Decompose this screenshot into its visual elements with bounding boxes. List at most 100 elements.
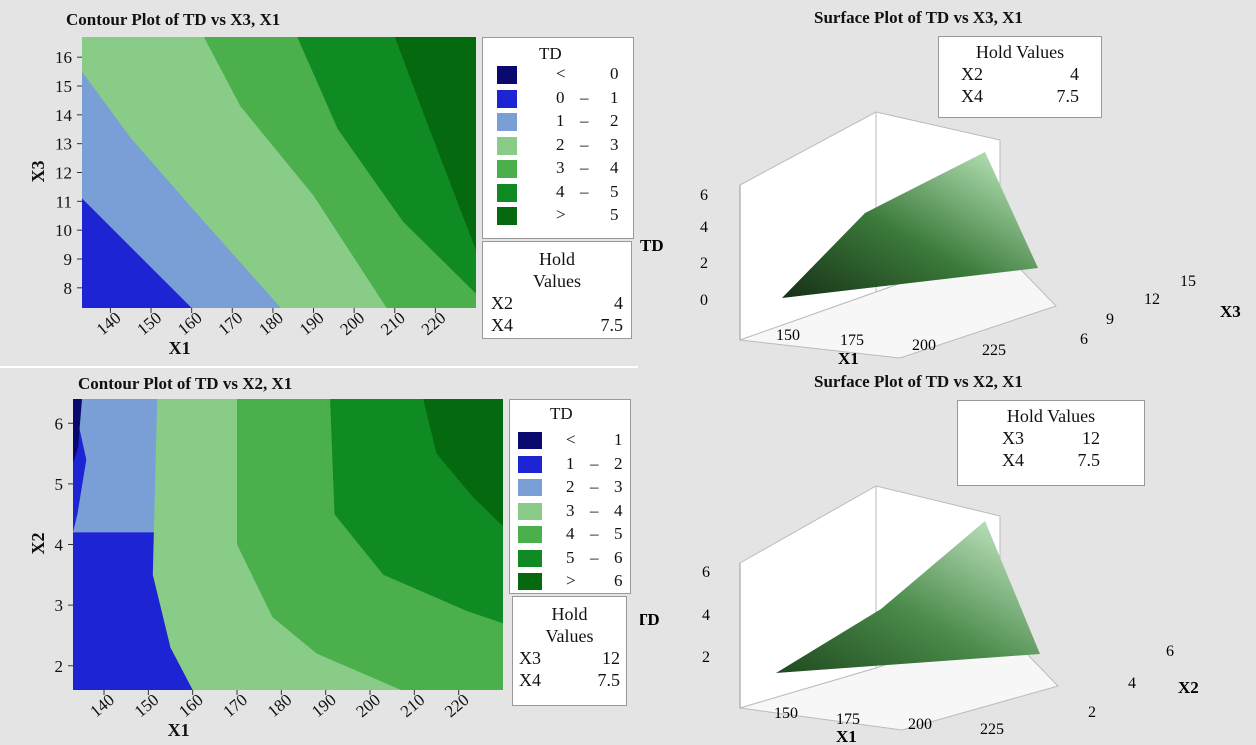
hold-val: 7.5 [597,670,621,690]
contour-band-level-5 [394,37,476,251]
z-tick: 6 [702,564,710,581]
y-tick-label: 8 [64,279,73,298]
legend-label: 1 [614,430,623,449]
y-axis-label: X2 [28,533,48,555]
x-tick-label: 170 [215,308,247,339]
hold-var: X2 [491,293,513,313]
y-tick-label: 10 [55,221,72,240]
legend-label: 1 [556,111,565,130]
legend-swatch [497,183,517,202]
y-tick-label: 11 [56,192,72,211]
x-tick-label: 210 [377,308,409,339]
legend-swatch [497,207,517,225]
x-tick: 175 [840,332,864,349]
hold-values-box: Hold Values X3 12 X4 7.5 [512,596,627,706]
x-tick-label: 220 [418,308,450,339]
y-tick: 4 [1128,675,1136,692]
legend-swatch [518,455,542,473]
legend-swatch [518,432,542,449]
x-tick-label: 160 [175,690,207,721]
legend-label: > [566,571,576,590]
z-tick: 6 [700,187,708,204]
legend-label: 4 [610,158,619,177]
x-tick-label: 190 [296,308,328,339]
hold-values-heading-2: Values [545,626,594,646]
contour-band-lowest [73,399,82,463]
legend-swatch [497,89,517,108]
x-tick: 200 [912,337,936,354]
x-tick-label: 140 [86,690,118,721]
legend-label: 4 [614,500,623,520]
hold-value-row: X4 7.5 [958,449,1144,471]
legend-label: 2 [614,453,623,473]
chart-title: Contour Plot of TD vs X2, X1 [78,374,293,393]
x-axis-label: X1 [168,720,190,740]
hold-value-row: X2 4 [483,292,631,314]
legend-label: 1 [566,453,575,473]
y-axis-label: X3 [28,161,48,183]
y-tick-label: 3 [55,596,64,615]
chart-title: Contour Plot of TD vs X3, X1 [66,10,281,29]
hold-values-box: Hold Values X2 4 X4 7.5 [938,36,1102,118]
legend-label: – [580,134,589,154]
hold-val: 7.5 [600,315,624,335]
x-tick-label: 200 [337,308,369,339]
hold-var: X4 [519,670,541,690]
floor [739,247,1057,359]
hold-val: 12 [602,648,620,668]
legend-title: TD [539,44,562,63]
x-tick-label: 190 [308,690,340,721]
hold-var: X2 [961,64,983,84]
legend-label: 5 [566,547,575,567]
hold-values-heading: Hold Values [975,42,1065,62]
hold-val: 7.5 [1056,86,1080,106]
legend-swatch [518,573,542,590]
hold-values-heading: Hold [551,604,588,624]
legend-label: – [590,453,599,473]
hold-var: X4 [491,315,513,335]
y-tick-label: 15 [55,77,72,96]
x-axis-label: X1 [838,349,859,367]
contour-band-level-5 [423,399,503,527]
y-axis-label: X2 [1178,678,1199,697]
hold-value-row: X2 4 [939,63,1101,85]
x-tick: 225 [980,721,1004,738]
z-tick: 4 [702,607,710,624]
legend-label: – [580,87,589,107]
legend-label: 0 [556,87,565,107]
hold-values-heading: Hold Values [1006,406,1096,426]
hold-var: X3 [1002,428,1024,448]
x-tick: 225 [982,342,1006,359]
legend-label: – [580,181,589,201]
x-tick: 150 [776,327,800,344]
legend-box: TD [509,399,631,594]
x-tick-label: 170 [219,690,251,721]
hold-var: X4 [1002,450,1024,470]
legend-swatch [497,136,517,155]
hold-var: X3 [519,648,541,668]
hold-value-row: X4 7.5 [939,85,1101,107]
y-tick-label: 4 [55,536,64,555]
legend-swatch [518,502,542,520]
panel-divider [0,366,638,368]
legend-label: 5 [614,524,623,543]
legend-label: 3 [556,158,565,177]
legend-swatch [518,526,542,543]
hold-value-row: X3 12 [513,647,626,669]
y-tick: 6 [1166,643,1174,660]
legend-label: 5 [610,205,619,224]
y-tick-label: 16 [55,48,72,67]
contour-plot: 140 150 160 170 180 190 200 210 220 8 9 10 11 12 13 14 1… [28,37,476,358]
hold-values-heading-2: Values [533,271,581,291]
legend-title: TD [550,404,573,423]
x-tick: 150 [774,705,798,722]
surface-plot: 6 4 2 0 TD 150 175 200 225 X1 6 9 12 15 … [640,111,1241,367]
legend-label: – [590,477,599,496]
hold-val: 12 [1082,428,1100,448]
legend-swatch [497,66,517,84]
x-tick-label: 140 [93,308,125,339]
hold-values-heading: Hold [539,249,575,269]
y-tick-label: 13 [55,135,72,154]
contour-panel-x2-x1: Contour Plot of TD vs X2, X1 140 150 160 17… [0,368,640,745]
hold-value-row: X3 12 [958,427,1144,449]
